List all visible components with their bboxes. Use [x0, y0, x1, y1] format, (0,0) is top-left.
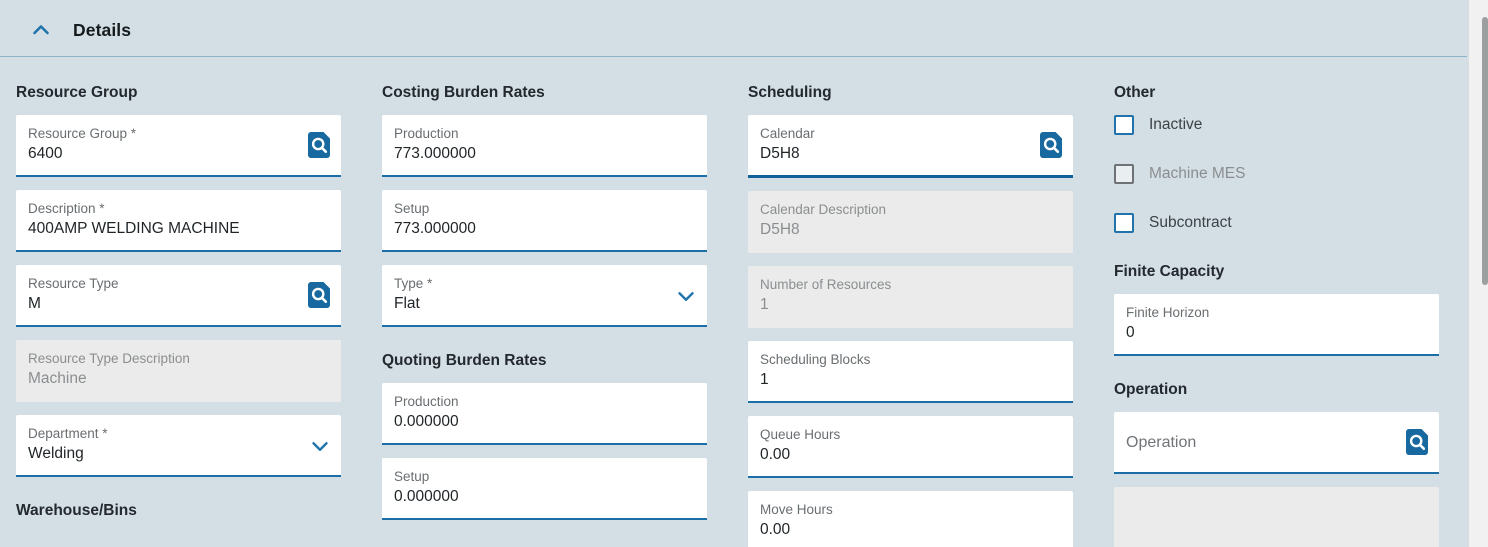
field-label: Calendar — [760, 124, 1061, 143]
checkbox-icon[interactable] — [1114, 115, 1134, 135]
field-resource-type[interactable]: Resource Type M — [16, 265, 341, 327]
checkbox-subcontract[interactable]: Subcontract — [1114, 213, 1439, 233]
field-value: Flat — [394, 293, 695, 315]
field-value: 0.000000 — [394, 411, 695, 433]
heading-operation: Operation — [1114, 380, 1439, 399]
field-costing-production[interactable]: Production 773.000000 — [382, 115, 707, 177]
field-label: Resource Group * — [28, 124, 329, 143]
lookup-icon[interactable] — [1405, 428, 1429, 456]
field-move-hours[interactable]: Move Hours 0.00 — [748, 491, 1073, 547]
heading-costing-burden-rates: Costing Burden Rates — [382, 83, 707, 102]
details-panel: Details Resource Group Resource Group * … — [0, 0, 1488, 547]
field-label: Production — [394, 124, 695, 143]
heading-warehouse-bins: Warehouse/Bins — [16, 501, 341, 520]
field-value: 773.000000 — [394, 218, 695, 240]
field-quoting-production[interactable]: Production 0.000000 — [382, 383, 707, 445]
chevron-up-icon — [30, 19, 52, 41]
field-label: Move Hours — [760, 500, 1061, 519]
field-value: 0 — [1126, 322, 1427, 344]
field-queue-hours[interactable]: Queue Hours 0.00 — [748, 416, 1073, 478]
field-label: Number of Resources — [760, 275, 1061, 294]
field-label: Description * — [28, 199, 329, 218]
field-calendar[interactable]: Calendar D5H8 — [748, 115, 1073, 178]
collapse-section-button[interactable] — [30, 19, 52, 41]
field-finite-horizon[interactable]: Finite Horizon 0 — [1114, 294, 1439, 356]
field-costing-type[interactable]: Type * Flat — [382, 265, 707, 327]
column-other: Other Inactive Machine MES Subcontract F… — [1114, 57, 1439, 547]
field-label: Scheduling Blocks — [760, 350, 1061, 369]
section-title: Details — [73, 20, 131, 41]
field-blank-disabled — [1114, 487, 1439, 547]
checkbox-icon[interactable] — [1114, 213, 1134, 233]
field-resource-type-description: Resource Type Description Machine — [16, 340, 341, 402]
lookup-icon[interactable] — [1039, 131, 1063, 159]
checkbox-label: Machine MES — [1149, 165, 1245, 183]
field-resource-group[interactable]: Resource Group * 6400 — [16, 115, 341, 177]
column-resource-group: Resource Group Resource Group * 6400 Des… — [16, 57, 341, 547]
field-label: Finite Horizon — [1126, 303, 1427, 322]
column-costing: Costing Burden Rates Production 773.0000… — [382, 57, 707, 547]
scrollbar-thumb[interactable] — [1482, 17, 1488, 285]
field-calendar-description: Calendar Description D5H8 — [748, 191, 1073, 253]
field-quoting-setup[interactable]: Setup 0.000000 — [382, 458, 707, 520]
field-number-of-resources: Number of Resources 1 — [748, 266, 1073, 328]
field-value: 0.00 — [760, 444, 1061, 466]
field-value: 0.00 — [760, 519, 1061, 541]
checkbox-machine-mes: Machine MES — [1114, 164, 1439, 184]
field-value: 1 — [760, 294, 1061, 316]
field-department[interactable]: Department * Welding — [16, 415, 341, 477]
field-value: 1 — [760, 369, 1061, 391]
field-label: Type * — [394, 274, 695, 293]
heading-other: Other — [1114, 83, 1439, 102]
field-value: 6400 — [28, 143, 329, 165]
field-label: Resource Type — [28, 274, 329, 293]
field-label: Setup — [394, 467, 695, 486]
field-value: Machine — [28, 368, 329, 390]
field-scheduling-blocks[interactable]: Scheduling Blocks 1 — [748, 341, 1073, 403]
field-label: Queue Hours — [760, 425, 1061, 444]
field-label: Production — [394, 392, 695, 411]
heading-quoting-burden-rates: Quoting Burden Rates — [382, 351, 707, 370]
field-value: D5H8 — [760, 219, 1061, 241]
form-columns: Resource Group Resource Group * 6400 Des… — [0, 57, 1488, 547]
lookup-icon[interactable] — [307, 281, 331, 309]
details-section-header: Details — [0, 0, 1467, 57]
field-operation[interactable] — [1114, 412, 1439, 474]
field-value: D5H8 — [760, 143, 1061, 165]
field-label: Setup — [394, 199, 695, 218]
field-label: Calendar Description — [760, 200, 1061, 219]
field-costing-setup[interactable]: Setup 773.000000 — [382, 190, 707, 252]
vertical-scrollbar[interactable] — [1468, 0, 1488, 547]
field-value: M — [28, 293, 329, 315]
heading-finite-capacity: Finite Capacity — [1114, 262, 1439, 281]
chevron-down-icon[interactable] — [675, 286, 697, 308]
field-value: 0.000000 — [394, 486, 695, 508]
checkbox-label: Inactive — [1149, 116, 1202, 134]
column-scheduling: Scheduling Calendar D5H8 Calendar Descri… — [748, 57, 1073, 547]
lookup-icon[interactable] — [307, 131, 331, 159]
field-description[interactable]: Description * 400AMP WELDING MACHINE — [16, 190, 341, 252]
heading-scheduling: Scheduling — [748, 83, 1073, 102]
heading-resource-group: Resource Group — [16, 83, 341, 102]
checkbox-inactive[interactable]: Inactive — [1114, 115, 1439, 135]
field-label: Resource Type Description — [28, 349, 329, 368]
field-label: Department * — [28, 424, 329, 443]
field-value: 773.000000 — [394, 143, 695, 165]
checkbox-label: Subcontract — [1149, 214, 1232, 232]
checkbox-icon — [1114, 164, 1134, 184]
operation-input[interactable] — [1126, 434, 1397, 452]
field-value: 400AMP WELDING MACHINE — [28, 218, 329, 240]
field-value: Welding — [28, 443, 329, 465]
chevron-down-icon[interactable] — [309, 436, 331, 458]
